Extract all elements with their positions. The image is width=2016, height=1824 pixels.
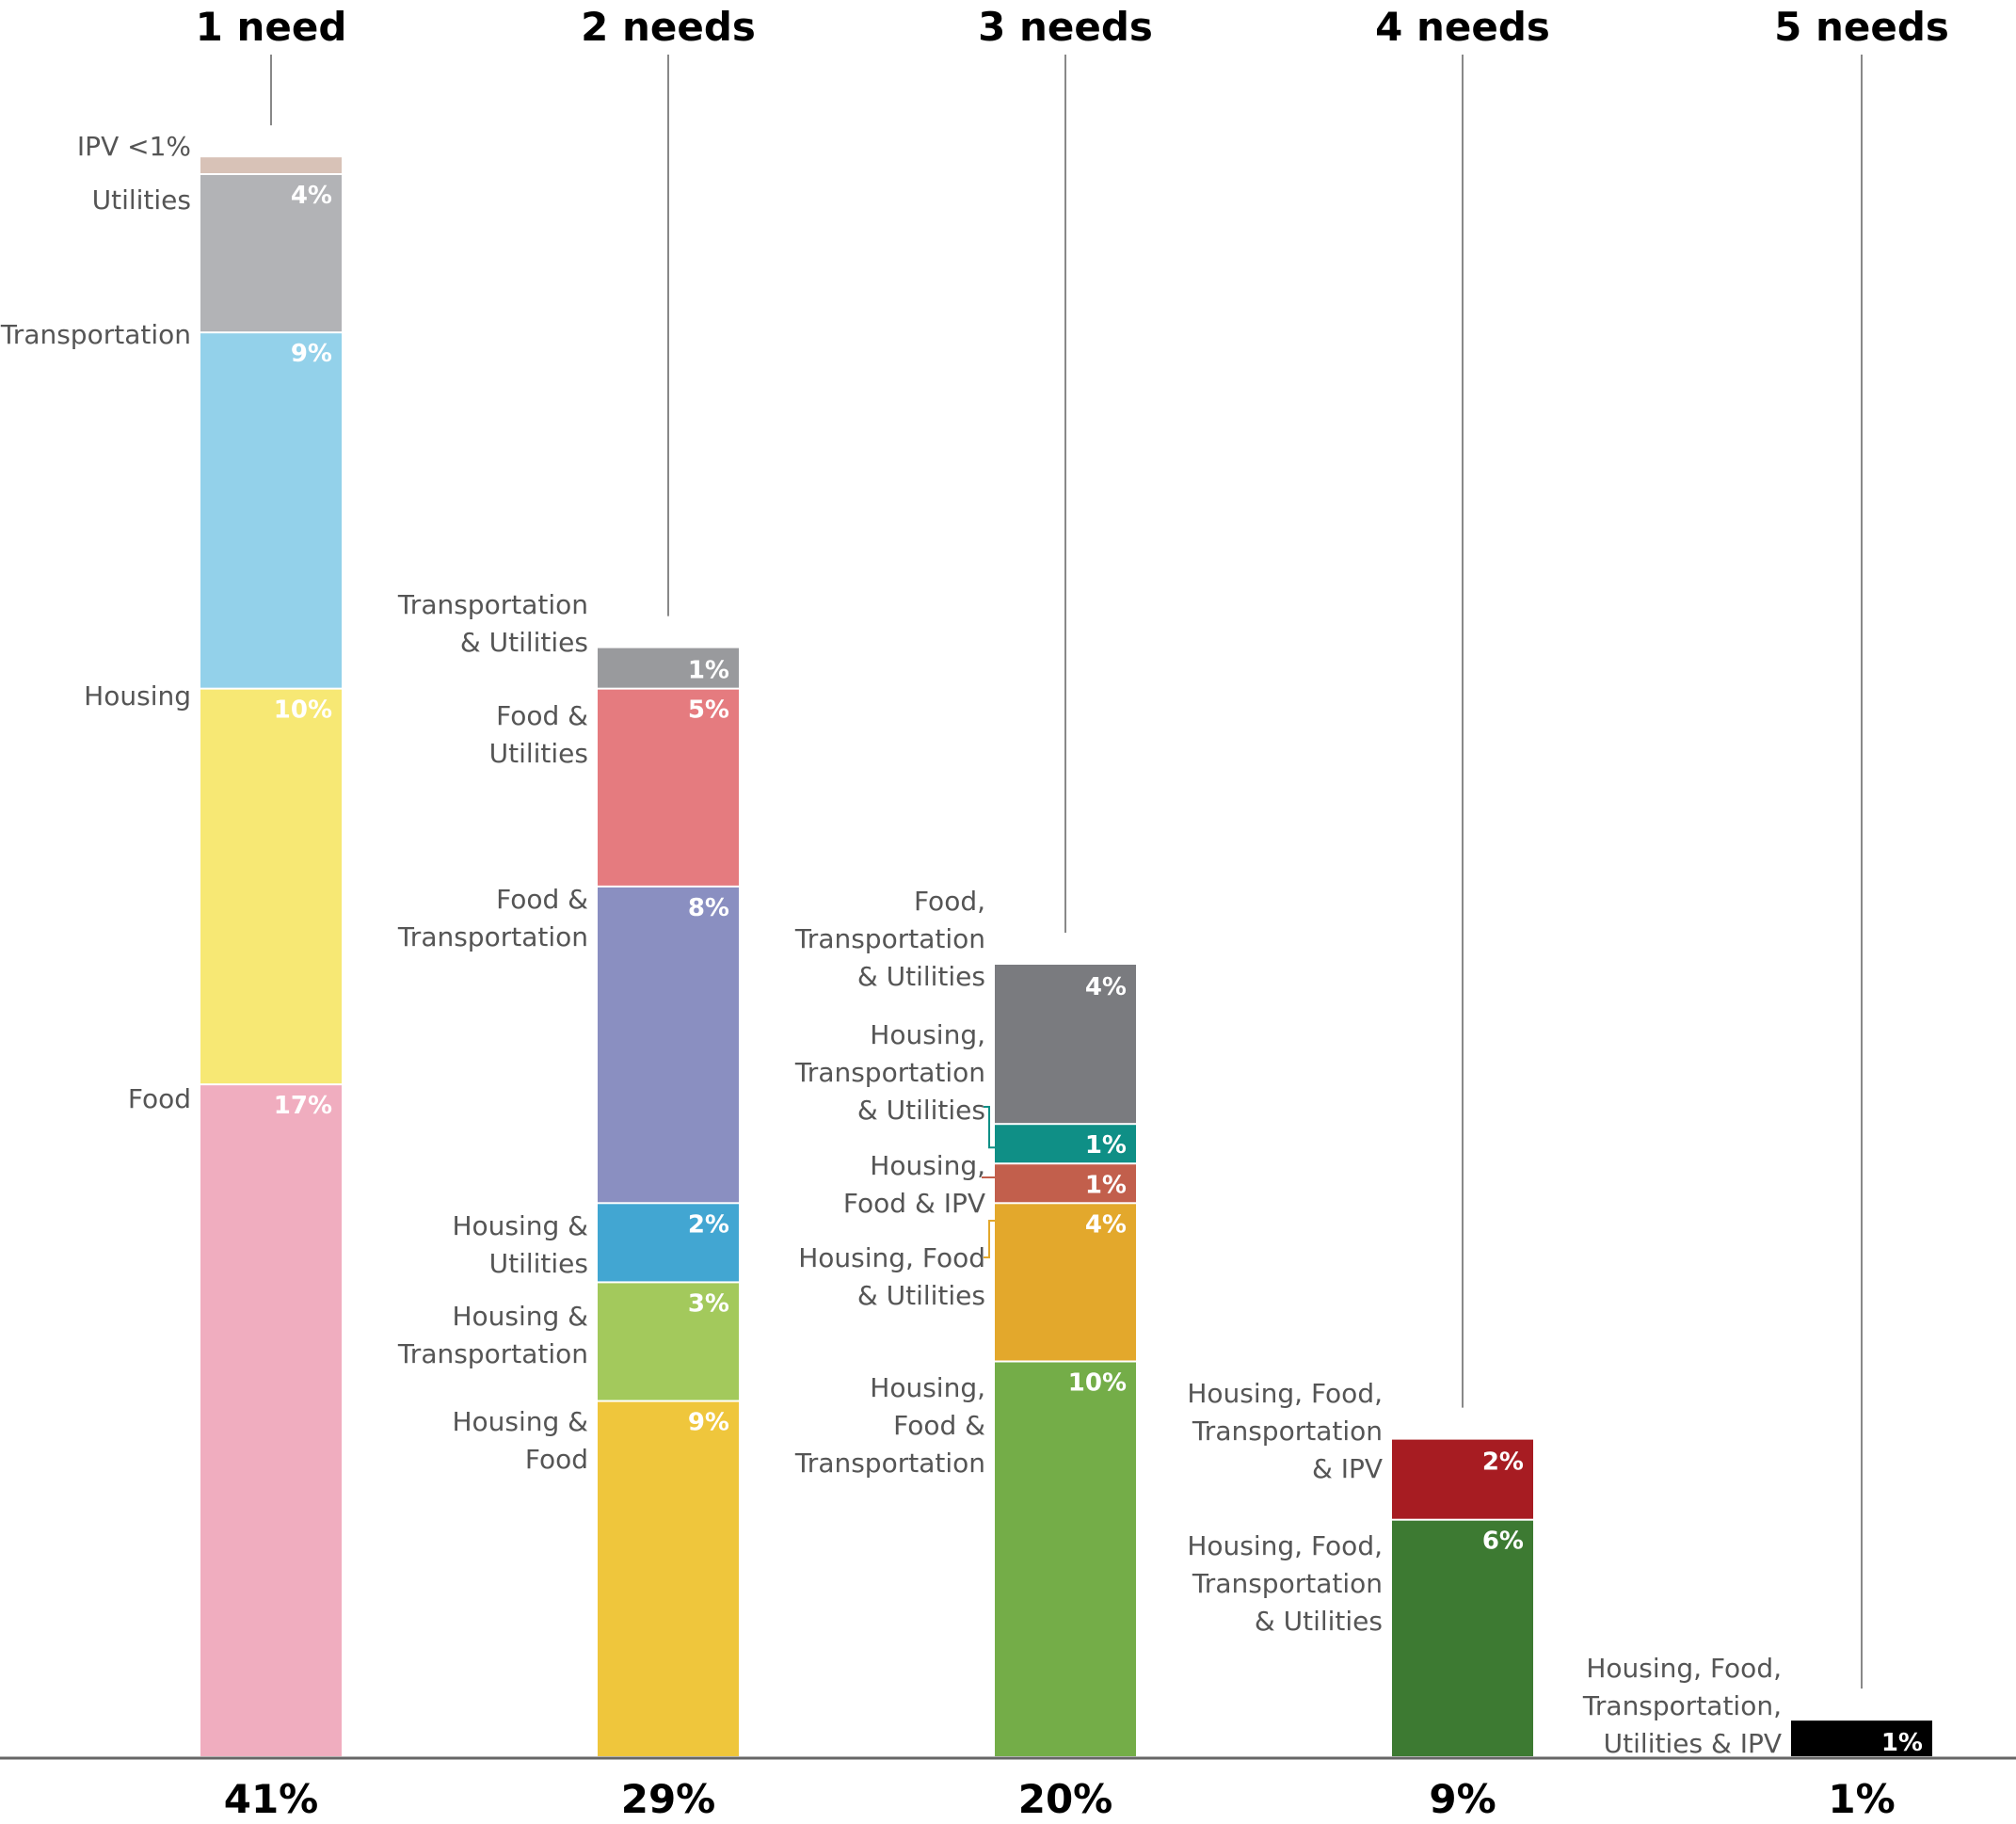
category-header: 1 need <box>196 4 347 50</box>
segment-category-label: Housing & Food <box>452 1406 588 1475</box>
category-header: 5 needs <box>1774 4 1949 50</box>
segment-category-label: Transportation & Utilities <box>397 589 588 658</box>
segment-value-label: 2% <box>688 1210 729 1239</box>
segment-category-label: Housing, Food & Transportation <box>794 1372 985 1479</box>
category-total-label: 41% <box>224 1776 319 1822</box>
segment-category-label: Utilities <box>92 184 191 216</box>
bar-segment <box>598 648 739 688</box>
bar-segment <box>200 175 342 332</box>
bar-segment <box>598 1401 739 1756</box>
segment-value-label: 4% <box>291 182 332 210</box>
bar-segment <box>1392 1439 1533 1519</box>
segment-value-label: 9% <box>688 1409 729 1437</box>
segment-value-label: 10% <box>274 696 332 725</box>
segment-value-label: 17% <box>274 1092 332 1120</box>
connector-line <box>984 1106 995 1149</box>
segment-category-label: Housing & Utilities <box>452 1210 588 1279</box>
category-header: 2 needs <box>581 4 756 50</box>
segment-value-label: 1% <box>1085 1131 1127 1160</box>
segment-category-label: Food <box>128 1083 191 1114</box>
category-total-label: 9% <box>1429 1776 1496 1822</box>
category-header: 4 needs <box>1375 4 1550 50</box>
bar-segment <box>1392 1520 1533 1756</box>
segment-value-label: 9% <box>291 340 332 368</box>
segment-category-label: Housing, Food, Transportation & Utilities <box>1187 1530 1383 1637</box>
bar-segment <box>200 689 342 1084</box>
segment-value-label: 1% <box>1085 1171 1127 1199</box>
bar-segment <box>598 689 739 886</box>
segment-value-label: 1% <box>688 657 729 685</box>
bar-segment <box>1791 1720 1932 1756</box>
category-total-label: 20% <box>1018 1776 1113 1822</box>
category-total-label: 29% <box>621 1776 716 1822</box>
segment-category-label: Housing, Transportation & Utilities <box>794 1019 985 1126</box>
bar-segment <box>200 333 342 688</box>
bar-segment <box>200 157 342 173</box>
segment-category-label: Housing, Food & IPV <box>843 1150 985 1219</box>
segment-category-label: Food & Transportation <box>397 884 588 952</box>
bar-segment <box>995 1204 1136 1361</box>
bar-segment <box>200 1085 342 1756</box>
segment-value-label: 4% <box>1085 1210 1127 1239</box>
segment-category-label: Housing <box>84 680 191 712</box>
segment-category-label: Transportation <box>0 319 191 350</box>
bar-segment <box>995 1164 1136 1203</box>
segment-value-label: 1% <box>1881 1729 1923 1757</box>
segment-category-label: Housing, Food, Transportation, Utilities &… <box>1582 1653 1782 1759</box>
segment-value-label: 3% <box>688 1289 729 1318</box>
segment-value-label: 2% <box>1482 1448 1524 1477</box>
category-header: 3 needs <box>978 4 1153 50</box>
segment-category-label: Housing, Food & Utilities <box>798 1242 985 1311</box>
bar-segment <box>598 1283 739 1400</box>
segment-value-label: 5% <box>688 696 729 725</box>
segment-category-label: Housing & Transportation <box>397 1301 588 1369</box>
category-total-label: 1% <box>1828 1776 1895 1822</box>
segment-value-label: 6% <box>1482 1528 1524 1556</box>
segment-value-label: 10% <box>1068 1369 1127 1398</box>
bar-segment <box>995 965 1136 1124</box>
segment-category-label: Food & Utilities <box>489 700 588 769</box>
segment-category-label: Food, Transportation & Utilities <box>794 886 985 992</box>
segment-category-label: IPV <1% <box>77 131 191 162</box>
segment-category-label: Housing, Food, Transportation & IPV <box>1187 1378 1383 1484</box>
bar-segment <box>995 1362 1136 1756</box>
segment-value-label: 8% <box>688 894 729 922</box>
bar-segment <box>598 1204 739 1282</box>
bar-segment <box>995 1125 1136 1163</box>
segment-value-label: 4% <box>1085 973 1127 1001</box>
connector-line <box>984 1220 995 1258</box>
bar-segment <box>598 887 739 1203</box>
